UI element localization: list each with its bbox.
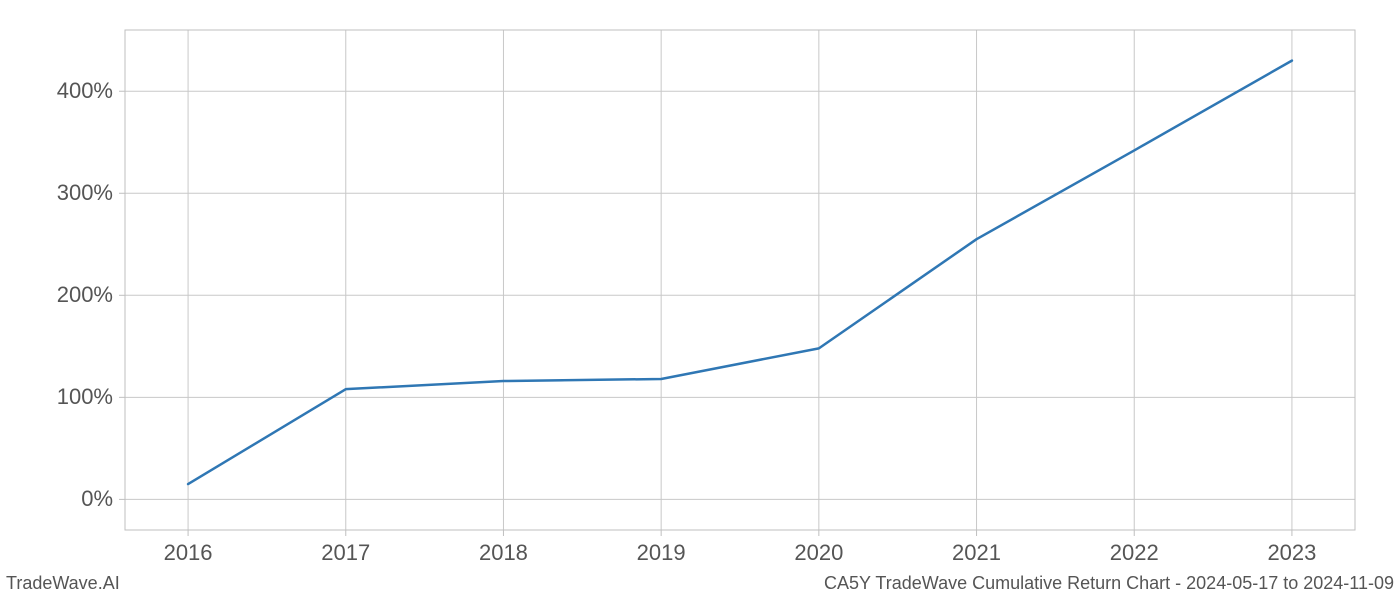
x-tick-label: 2016 — [148, 540, 228, 566]
y-tick-label: 100% — [57, 384, 113, 410]
x-tick-label: 2023 — [1252, 540, 1332, 566]
y-tick-label: 200% — [57, 282, 113, 308]
chart-wrap: 0% 100% 200% 300% 400% 2016 2017 2018 2019 2020 2… — [0, 0, 1400, 600]
x-tick-label: 2017 — [306, 540, 386, 566]
x-tick-label: 2020 — [779, 540, 859, 566]
y-tick-label: 300% — [57, 180, 113, 206]
x-tick-label: 2018 — [463, 540, 543, 566]
footer-left-label: TradeWave.AI — [6, 573, 120, 594]
y-tick-label: 0% — [81, 486, 113, 512]
line-chart-svg — [0, 0, 1400, 600]
x-tick-label: 2021 — [937, 540, 1017, 566]
y-tick-label: 400% — [57, 78, 113, 104]
footer-right-label: CA5Y TradeWave Cumulative Return Chart -… — [824, 573, 1394, 594]
x-tick-label: 2019 — [621, 540, 701, 566]
x-tick-label: 2022 — [1094, 540, 1174, 566]
